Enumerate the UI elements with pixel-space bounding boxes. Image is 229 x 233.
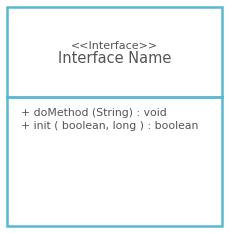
Text: + init ( boolean, long ) : boolean: + init ( boolean, long ) : boolean <box>21 121 198 131</box>
Text: Interface Name: Interface Name <box>58 51 171 65</box>
Text: <<Interface>>: <<Interface>> <box>71 41 158 51</box>
Text: + doMethod (String) : void: + doMethod (String) : void <box>21 108 167 118</box>
